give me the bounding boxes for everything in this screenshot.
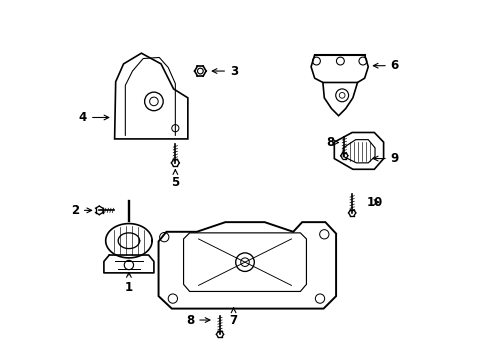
Text: 2: 2 — [71, 204, 92, 217]
Text: 4: 4 — [79, 111, 109, 124]
Text: 7: 7 — [229, 308, 238, 327]
Text: 3: 3 — [212, 64, 238, 77]
Text: 10: 10 — [367, 195, 383, 209]
Text: 9: 9 — [373, 152, 399, 165]
Text: 8: 8 — [186, 314, 210, 327]
Text: 1: 1 — [125, 273, 133, 294]
Text: 6: 6 — [373, 59, 399, 72]
Text: 5: 5 — [171, 170, 179, 189]
Text: 8: 8 — [326, 136, 339, 149]
